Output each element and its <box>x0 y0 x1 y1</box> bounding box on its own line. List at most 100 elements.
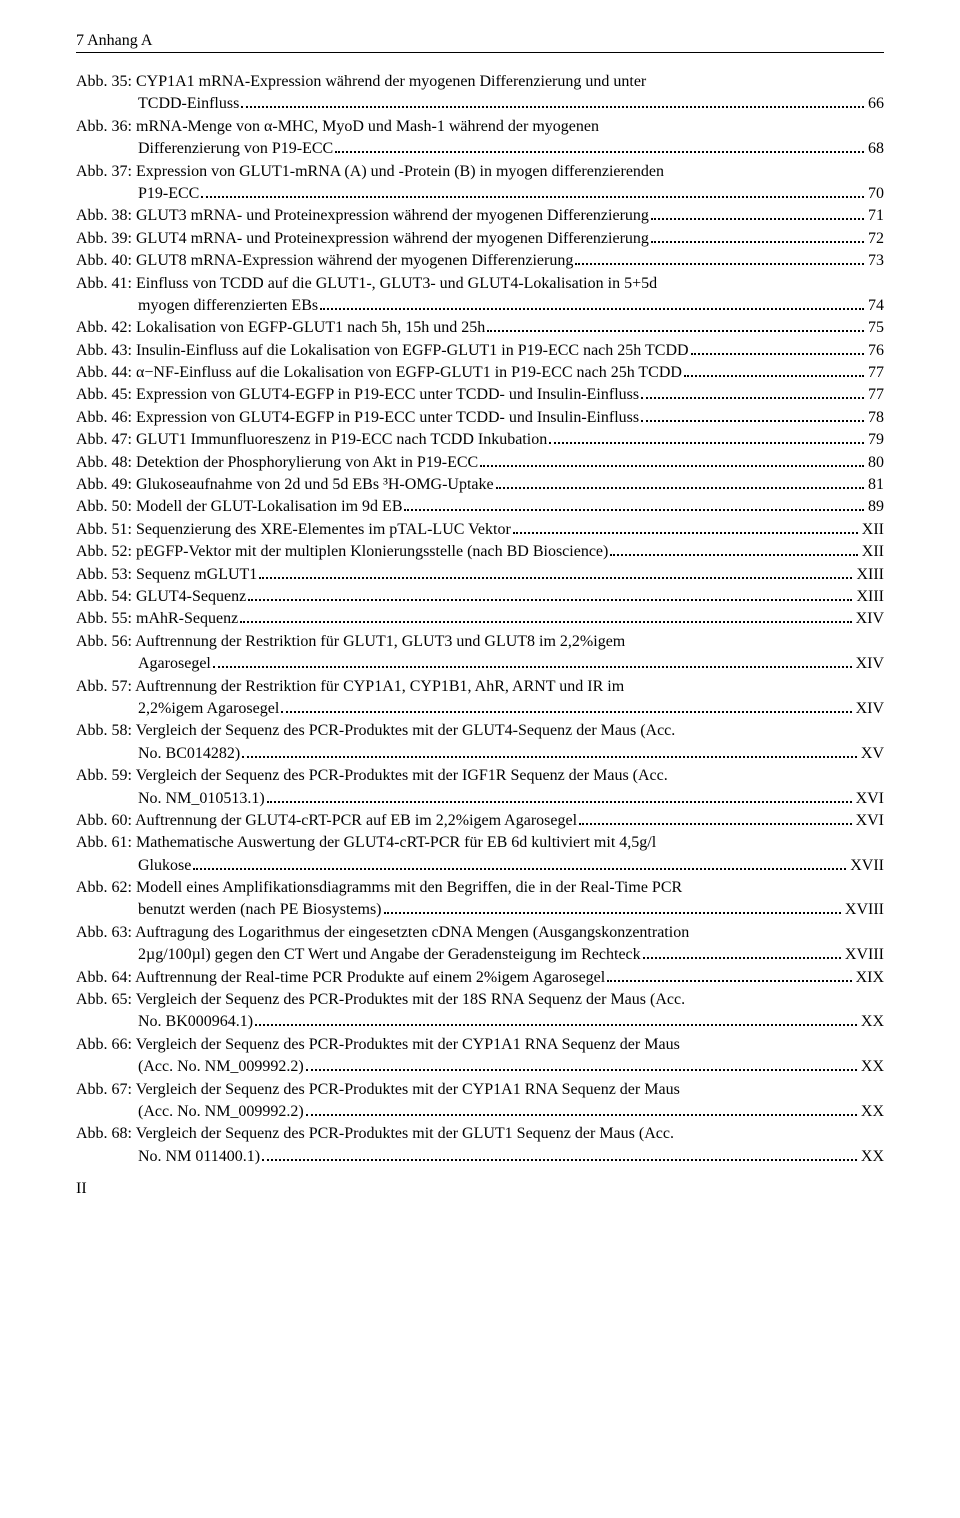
toc-leader-dots <box>306 1102 857 1116</box>
toc-entry: Abb. 59: Vergleich der Sequenz des PCR-P… <box>76 765 884 810</box>
toc-entry-text: Abb. 59: Vergleich der Sequenz des PCR-P… <box>76 765 668 787</box>
toc-entry-text: Abb. 68: Vergleich der Sequenz des PCR-P… <box>76 1123 674 1145</box>
toc-entry: Abb. 47: GLUT1 Immunfluoreszenz in P19-E… <box>76 429 884 451</box>
toc-entry-continuation: 2µg/100µl) gegen den CT Wert und Angabe … <box>76 944 884 966</box>
toc-entry: Abb. 36: mRNA-Menge von α-MHC, MyoD und … <box>76 116 884 161</box>
toc-entry: Abb. 51: Sequenzierung des XRE-Elementes… <box>76 519 884 541</box>
toc-entry-line: Abb. 45: Expression von GLUT4-EGFP in P1… <box>76 384 884 406</box>
toc-entry: Abb. 45: Expression von GLUT4-EGFP in P1… <box>76 384 884 406</box>
toc-entry-page: 73 <box>866 250 884 272</box>
toc-entry-line: Abb. 40: GLUT8 mRNA-Expression während d… <box>76 250 884 272</box>
toc-entry-page: 77 <box>866 384 884 406</box>
toc-entry: Abb. 40: GLUT8 mRNA-Expression während d… <box>76 250 884 272</box>
toc-entry-line: Abb. 68: Vergleich der Sequenz des PCR-P… <box>76 1123 884 1145</box>
toc-entry-page: XVII <box>848 855 884 877</box>
toc-entry: Abb. 46: Expression von GLUT4-EGFP in P1… <box>76 407 884 429</box>
toc-entry-text: Abb. 42: Lokalisation von EGFP-GLUT1 nac… <box>76 317 485 339</box>
toc-entry: Abb. 52: pEGFP-Vektor mit der multiplen … <box>76 541 884 563</box>
toc-entry-text: Abb. 63: Auftragung des Logarithmus der … <box>76 922 689 944</box>
toc-entry-continuation: Differenzierung von P19-ECC 68 <box>76 138 884 160</box>
toc-entry-page: XIV <box>854 608 884 630</box>
toc-leader-dots <box>248 587 852 601</box>
toc-entry-line: Abb. 46: Expression von GLUT4-EGFP in P1… <box>76 407 884 429</box>
toc-entry-line: Abb. 58: Vergleich der Sequenz des PCR-P… <box>76 720 884 742</box>
toc-entry-text: No. BC014282) <box>138 743 240 765</box>
toc-entry-continuation: 2,2%igem Agarosegel XIV <box>76 698 884 720</box>
toc-entry: Abb. 57: Auftrennung der Restriktion für… <box>76 676 884 721</box>
toc-leader-dots <box>513 519 858 533</box>
toc-entry-continuation: TCDD-Einfluss66 <box>76 93 884 115</box>
toc-leader-dots <box>262 1146 857 1160</box>
toc-entry-text: Differenzierung von P19-ECC <box>138 138 333 160</box>
toc-entry: Abb. 50: Modell der GLUT-Lokalisation im… <box>76 496 884 518</box>
toc-entry-text: Abb. 66: Vergleich der Sequenz des PCR-P… <box>76 1034 680 1056</box>
toc-entry-text: Glukose <box>138 855 191 877</box>
toc-leader-dots <box>487 318 864 332</box>
toc-entry-page: XIV <box>854 698 884 720</box>
toc-leader-dots <box>255 1012 857 1026</box>
toc-leader-dots <box>575 251 864 265</box>
toc-entry-line: Abb. 49: Glukoseaufnahme von 2d und 5d E… <box>76 474 884 496</box>
toc-entry-page: XVI <box>854 788 884 810</box>
toc-entry-page: 71 <box>866 205 884 227</box>
toc-entry-continuation: benutzt werden (nach PE Biosystems) XVII… <box>76 899 884 921</box>
toc-entry: Abb. 61: Mathematische Auswertung der GL… <box>76 832 884 877</box>
toc-entry: Abb. 39: GLUT4 mRNA- und Proteinexpressi… <box>76 228 884 250</box>
toc-entry-text: TCDD-Einfluss <box>138 93 239 115</box>
toc-entry: Abb. 55: mAhR-SequenzXIV <box>76 608 884 630</box>
toc-entry-line: Abb. 39: GLUT4 mRNA- und Proteinexpressi… <box>76 228 884 250</box>
toc-entry-text: No. NM 011400.1) <box>138 1146 260 1168</box>
toc-leader-dots <box>691 340 864 354</box>
toc-entry-page: XIV <box>854 653 884 675</box>
toc-entry: Abb. 67: Vergleich der Sequenz des PCR-P… <box>76 1079 884 1124</box>
toc-entry-continuation: Glukose XVII <box>76 855 884 877</box>
toc-entry: Abb. 49: Glukoseaufnahme von 2d und 5d E… <box>76 474 884 496</box>
toc-entry-text: (Acc. No. NM_009992.2) <box>138 1056 304 1078</box>
toc-entry-text: Abb. 56: Auftrennung der Restriktion für… <box>76 631 625 653</box>
toc-entry-page: XIII <box>854 586 884 608</box>
toc-entry-text: Abb. 60: Auftrennung der GLUT4-cRT-PCR a… <box>76 810 577 832</box>
toc-entry: Abb. 68: Vergleich der Sequenz des PCR-P… <box>76 1123 884 1168</box>
toc-entry: Abb. 37: Expression von GLUT1-mRNA (A) u… <box>76 161 884 206</box>
toc-entry-text: Abb. 67: Vergleich der Sequenz des PCR-P… <box>76 1079 680 1101</box>
toc-entry-page: 70 <box>866 183 884 205</box>
page-header: 7 Anhang A <box>76 32 884 53</box>
toc-entry-line: Abb. 53: Sequenz mGLUT1 XIII <box>76 564 884 586</box>
toc-leader-dots <box>267 788 852 802</box>
toc-entry-text: Abb. 44: α−NF-Einfluss auf die Lokalisat… <box>76 362 682 384</box>
toc-entry-continuation: No. BK000964.1)XX <box>76 1011 884 1033</box>
toc-entry-continuation: No. NM_010513.1)XVI <box>76 788 884 810</box>
toc-leader-dots <box>607 967 851 981</box>
toc-entry-text: Abb. 38: GLUT3 mRNA- und Proteinexpressi… <box>76 205 649 227</box>
toc-entry-line: Abb. 55: mAhR-SequenzXIV <box>76 608 884 630</box>
toc-entry-text: Abb. 58: Vergleich der Sequenz des PCR-P… <box>76 720 675 742</box>
toc-entry-text: Abb. 41: Einfluss von TCDD auf die GLUT1… <box>76 273 657 295</box>
toc-leader-dots <box>320 296 864 310</box>
toc-entry-page: 80 <box>866 452 884 474</box>
toc-leader-dots <box>480 452 864 466</box>
toc-entry-line: Abb. 50: Modell der GLUT-Lokalisation im… <box>76 496 884 518</box>
toc-leader-dots <box>641 385 864 399</box>
toc-leader-dots <box>242 743 857 757</box>
toc-entry-text: 2µg/100µl) gegen den CT Wert und Angabe … <box>138 944 641 966</box>
toc-entry-line: Abb. 59: Vergleich der Sequenz des PCR-P… <box>76 765 884 787</box>
toc-entry-page: XVI <box>854 810 884 832</box>
toc-entry-text: Abb. 64: Auftrennung der Real-time PCR P… <box>76 967 605 989</box>
toc-entry-page: XVIII <box>843 944 884 966</box>
toc-entry-page: 68 <box>866 138 884 160</box>
toc-entry-text: 2,2%igem Agarosegel <box>138 698 279 720</box>
toc-leader-dots <box>201 184 864 198</box>
toc-entry-line: Abb. 57: Auftrennung der Restriktion für… <box>76 676 884 698</box>
toc-entry-line: Abb. 36: mRNA-Menge von α-MHC, MyoD und … <box>76 116 884 138</box>
toc-entry-text: Abb. 47: GLUT1 Immunfluoreszenz in P19-E… <box>76 429 547 451</box>
toc-entry-text: Abb. 54: GLUT4-Sequenz <box>76 586 246 608</box>
toc-leader-dots <box>651 206 864 220</box>
toc-entry-line: Abb. 44: α−NF-Einfluss auf die Lokalisat… <box>76 362 884 384</box>
toc-entry-page: 78 <box>866 407 884 429</box>
toc-entry: Abb. 54: GLUT4-Sequenz XIII <box>76 586 884 608</box>
toc-entry-text: benutzt werden (nach PE Biosystems) <box>138 899 382 921</box>
toc-entry-line: Abb. 62: Modell eines Amplifikationsdiag… <box>76 877 884 899</box>
toc-entry: Abb. 41: Einfluss von TCDD auf die GLUT1… <box>76 273 884 318</box>
toc-entry-text: (Acc. No. NM_009992.2) <box>138 1101 304 1123</box>
toc-leader-dots <box>641 407 864 421</box>
